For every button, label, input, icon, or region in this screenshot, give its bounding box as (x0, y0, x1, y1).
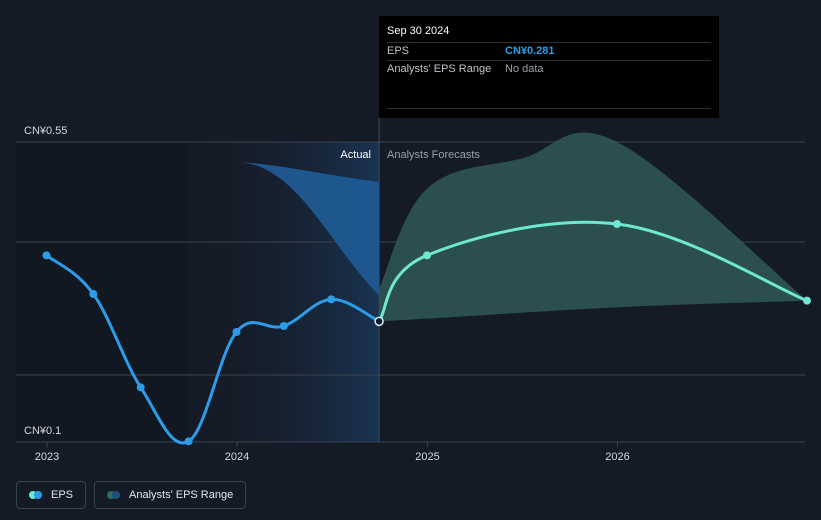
eps-forecast-line (377, 220, 809, 323)
tooltip-row-eps: EPS CN¥0.281 (387, 42, 711, 60)
actual-label: Actual (340, 149, 371, 161)
past-eps-range-area (237, 162, 380, 296)
eps-actual-line (44, 253, 381, 445)
eps-point-2 (136, 383, 145, 392)
legend-eps-label: EPS (51, 489, 74, 501)
y-axis-top-label: CN¥0.55 (24, 125, 67, 137)
eps-point-1 (89, 290, 98, 298)
y-axis-bottom-label: CN¥0.1 (24, 425, 61, 437)
eps-swatch-icon (29, 491, 43, 499)
tooltip-date: Sep 30 2024 (387, 25, 450, 37)
eps-point-7 (374, 316, 384, 327)
tooltip-range-label: Analysts' EPS Range (387, 63, 492, 75)
eps-point-3 (184, 437, 193, 446)
legend-item-eps-range[interactable]: Analysts' EPS Range (94, 481, 247, 509)
legend-range-label: Analysts' EPS Range (129, 489, 234, 501)
forecast-point-1 (613, 220, 621, 228)
eps-tooltip: Sep 30 2024 EPS CN¥0.281 Analysts' EPS R… (379, 16, 719, 118)
forecast-label: Analysts Forecasts (387, 149, 480, 161)
forecast-eps-range-area (379, 132, 807, 322)
x-tick-label-2: 2025 (415, 451, 439, 463)
tooltip-eps-label: EPS (387, 45, 410, 57)
past-region-shade (16, 142, 189, 442)
forecast-point-2 (803, 296, 811, 305)
range-swatch-icon (107, 491, 121, 499)
legend-item-eps[interactable]: EPS (16, 481, 87, 509)
eps-point-4 (232, 328, 241, 336)
eps-point-0 (42, 251, 51, 260)
tooltip-range-value: No data (505, 63, 544, 75)
tooltip-row-range: Analysts' EPS Range No data (387, 60, 711, 78)
chart-legend: EPS Analysts' EPS Range (16, 481, 247, 509)
eps-point-5 (279, 322, 288, 330)
forecast-point-0 (423, 251, 431, 260)
x-tick-label-1: 2024 (225, 451, 249, 463)
tooltip-eps-value: CN¥0.281 (505, 45, 555, 57)
eps-point-6 (327, 295, 336, 304)
tooltip-divider (387, 108, 711, 109)
x-tick-label-3: 2026 (605, 451, 629, 463)
x-tick-label-0: 2023 (35, 451, 59, 463)
